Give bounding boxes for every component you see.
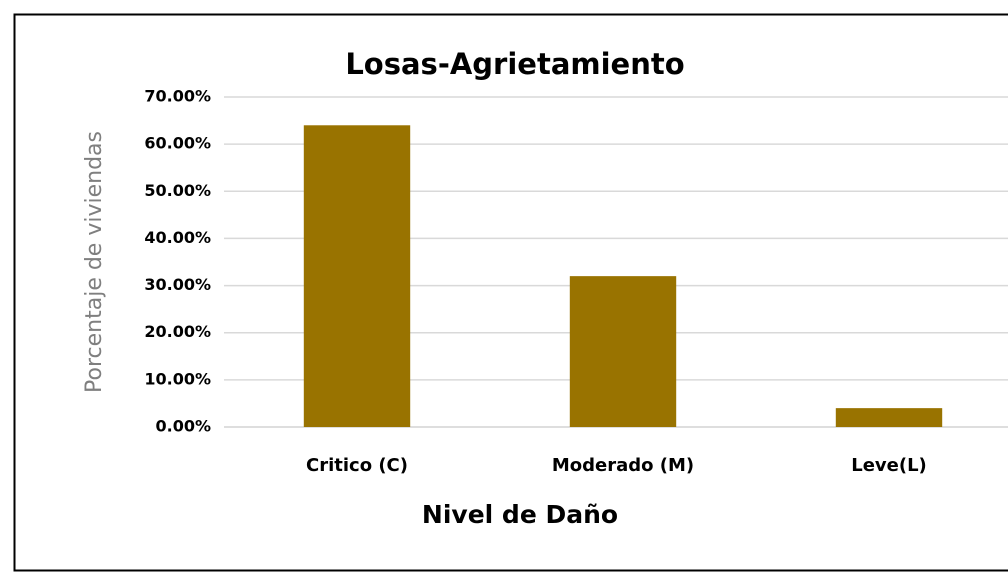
x-axis-title: Nivel de Daño [422,500,618,529]
y-tick-label: 50.00% [144,181,211,200]
x-tick-label: Moderado (M) [552,455,694,476]
y-tick-label: 0.00% [155,417,211,436]
bar [569,276,677,427]
chart-border [13,13,1008,572]
y-tick-label: 40.00% [144,228,211,247]
y-axis-title: Porcentaje de viviendas [82,131,107,393]
y-tick-label: 60.00% [144,134,211,153]
x-tick-label: Leve(L) [851,455,927,476]
y-tick-label: 70.00% [144,87,211,106]
bar [303,125,411,428]
y-tick-label: 30.00% [144,275,211,294]
y-tick-label: 20.00% [144,322,211,341]
x-tick-label: Critico (C) [306,455,408,476]
bar [835,408,943,427]
chart-title: Losas-Agrietamiento [345,47,684,81]
y-tick-label: 10.00% [144,369,211,388]
